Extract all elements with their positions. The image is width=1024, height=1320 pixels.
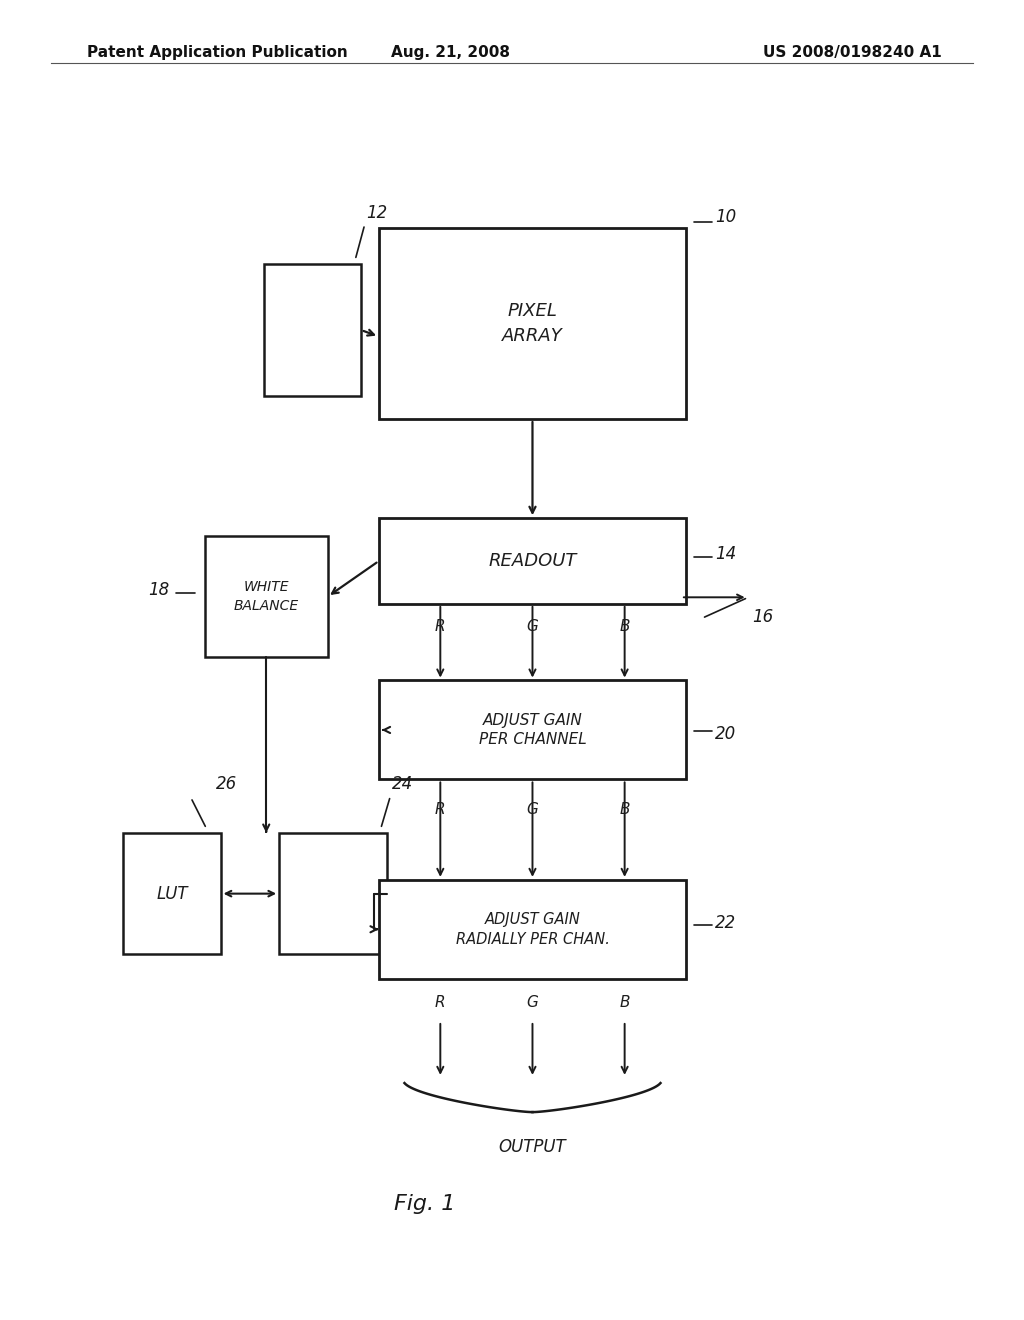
FancyBboxPatch shape	[379, 879, 686, 979]
Text: READOUT: READOUT	[488, 552, 577, 570]
FancyBboxPatch shape	[279, 833, 387, 954]
Text: 16: 16	[753, 609, 774, 626]
Text: G: G	[526, 803, 539, 817]
Text: 26: 26	[216, 775, 237, 793]
Text: B: B	[620, 803, 630, 817]
FancyBboxPatch shape	[379, 519, 686, 605]
Text: R: R	[435, 619, 445, 634]
FancyBboxPatch shape	[264, 264, 361, 396]
Text: 18: 18	[147, 581, 169, 599]
Text: G: G	[526, 995, 539, 1010]
Text: Fig. 1: Fig. 1	[394, 1193, 456, 1214]
Text: 12: 12	[367, 203, 387, 222]
FancyBboxPatch shape	[379, 227, 686, 420]
Text: 14: 14	[715, 545, 736, 564]
FancyBboxPatch shape	[124, 833, 221, 954]
Text: Aug. 21, 2008: Aug. 21, 2008	[391, 45, 510, 59]
Text: WHITE
BALANCE: WHITE BALANCE	[233, 581, 299, 612]
FancyBboxPatch shape	[379, 681, 686, 779]
Text: R: R	[435, 803, 445, 817]
Text: B: B	[620, 619, 630, 634]
Text: US 2008/0198240 A1: US 2008/0198240 A1	[763, 45, 942, 59]
Text: R: R	[435, 995, 445, 1010]
Text: 24: 24	[391, 775, 413, 793]
Text: 22: 22	[715, 913, 736, 932]
Text: G: G	[526, 619, 539, 634]
Text: ADJUST GAIN
PER CHANNEL: ADJUST GAIN PER CHANNEL	[478, 713, 587, 747]
Text: 20: 20	[715, 725, 736, 743]
Text: B: B	[620, 995, 630, 1010]
Text: 10: 10	[715, 209, 736, 226]
Text: OUTPUT: OUTPUT	[499, 1138, 566, 1156]
FancyBboxPatch shape	[205, 536, 328, 657]
Text: Patent Application Publication: Patent Application Publication	[87, 45, 348, 59]
Text: LUT: LUT	[157, 884, 187, 903]
Text: PIXEL
ARRAY: PIXEL ARRAY	[502, 302, 563, 345]
Text: ADJUST GAIN
RADIALLY PER CHAN.: ADJUST GAIN RADIALLY PER CHAN.	[456, 912, 609, 946]
